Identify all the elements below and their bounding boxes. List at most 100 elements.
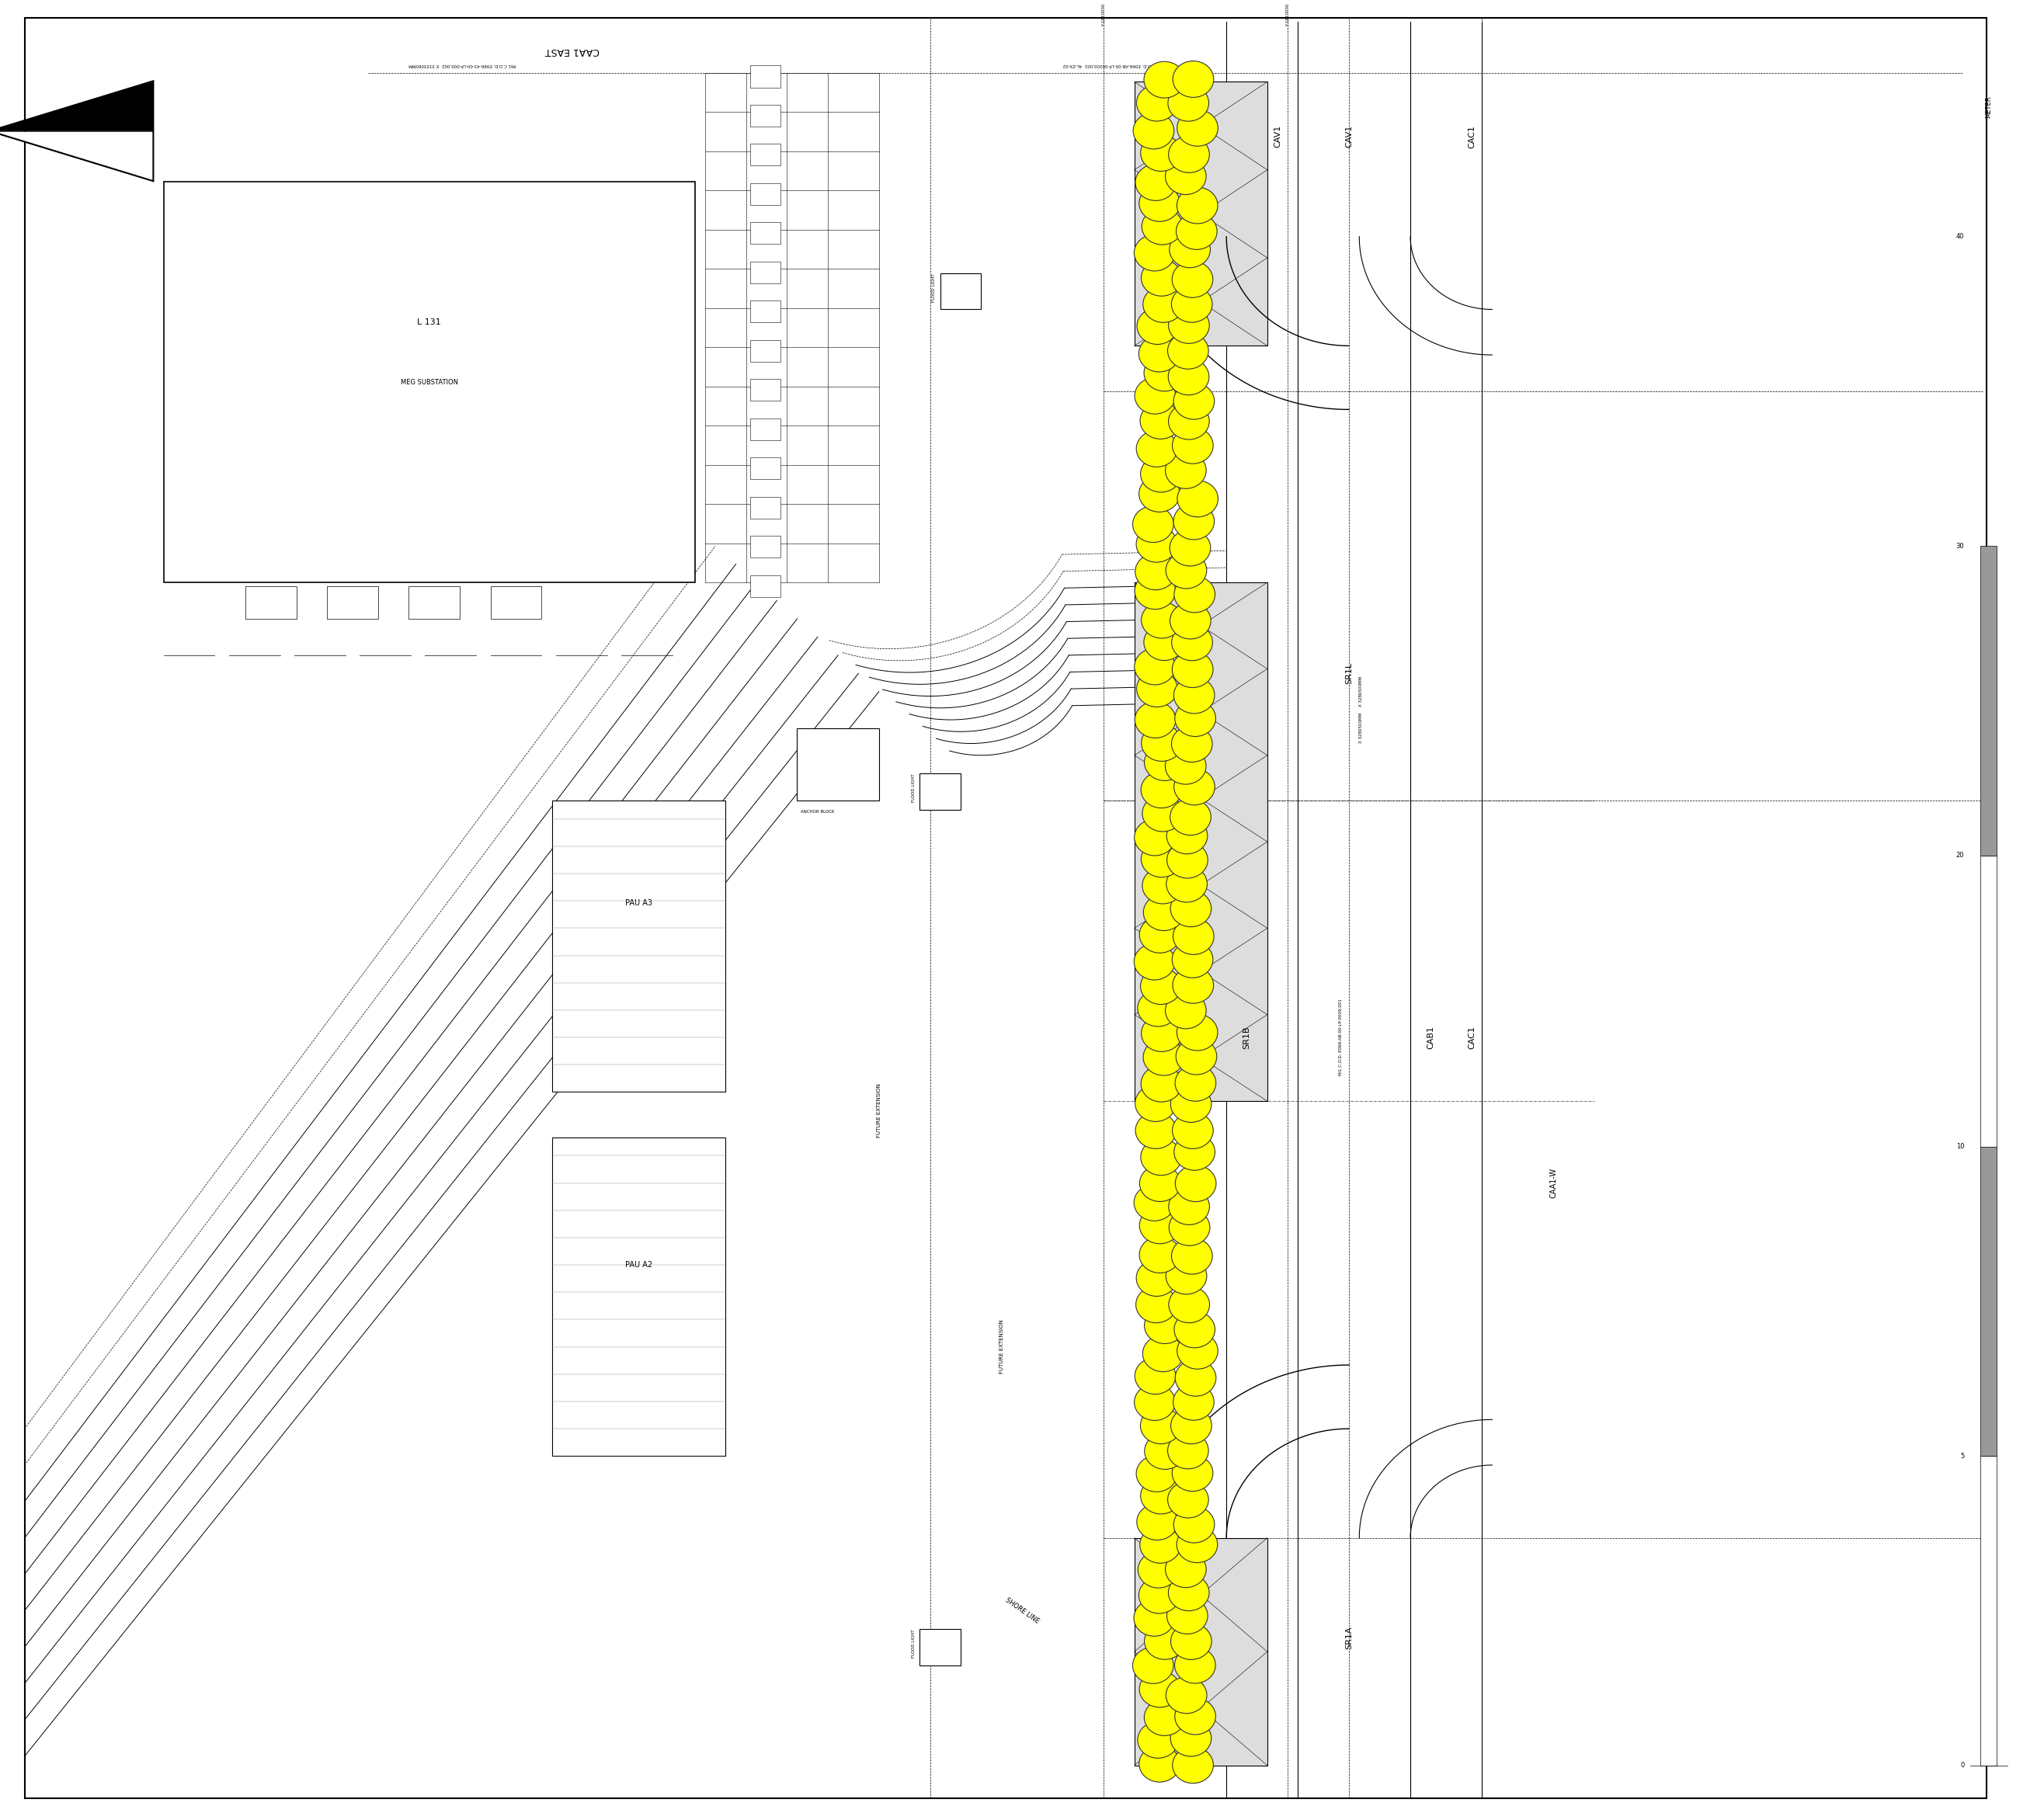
Text: CAA1-W: CAA1-W	[1549, 1168, 1558, 1198]
Text: Y 1810000: Y 1810000	[1286, 4, 1290, 27]
Circle shape	[1143, 1039, 1183, 1076]
Circle shape	[1145, 1432, 1186, 1469]
Circle shape	[1141, 260, 1181, 297]
Circle shape	[1177, 1014, 1218, 1050]
Text: CAC1: CAC1	[1468, 1026, 1476, 1048]
Circle shape	[1171, 890, 1212, 926]
Text: FUTURE EXTENSION: FUTURE EXTENSION	[877, 1083, 881, 1138]
Circle shape	[1167, 333, 1208, 369]
Circle shape	[1173, 677, 1214, 713]
Bar	[750, 66, 781, 87]
Circle shape	[1143, 207, 1183, 244]
Circle shape	[1134, 943, 1175, 979]
Circle shape	[1134, 819, 1175, 855]
Bar	[750, 144, 781, 166]
Circle shape	[1139, 1745, 1179, 1782]
Bar	[797, 728, 879, 801]
Circle shape	[1136, 526, 1177, 562]
Circle shape	[1141, 968, 1181, 1005]
Circle shape	[1175, 213, 1216, 249]
Circle shape	[1165, 1551, 1206, 1587]
Circle shape	[1145, 1307, 1186, 1343]
Circle shape	[1173, 1112, 1214, 1148]
Circle shape	[1136, 670, 1177, 706]
Circle shape	[1141, 1407, 1181, 1443]
Circle shape	[1143, 286, 1183, 322]
Circle shape	[1141, 1065, 1181, 1101]
Circle shape	[1169, 1208, 1210, 1245]
Circle shape	[1134, 573, 1175, 610]
Circle shape	[1141, 841, 1181, 877]
Circle shape	[1139, 1671, 1179, 1707]
Circle shape	[1141, 1527, 1181, 1563]
Circle shape	[1177, 1332, 1218, 1369]
Circle shape	[1134, 164, 1175, 200]
Circle shape	[1141, 772, 1181, 808]
Circle shape	[1139, 1722, 1179, 1758]
Bar	[327, 586, 378, 619]
Circle shape	[1173, 502, 1214, 539]
Circle shape	[1141, 1016, 1181, 1052]
Text: ANCHOR BLOCK: ANCHOR BLOCK	[801, 810, 834, 814]
Text: METER: METER	[1985, 96, 1993, 118]
Bar	[1134, 582, 1267, 1101]
Circle shape	[1173, 917, 1214, 954]
Bar	[491, 586, 542, 619]
Bar	[1981, 1456, 1997, 1765]
Text: SR1L: SR1L	[1345, 662, 1353, 684]
Circle shape	[1141, 724, 1181, 761]
Circle shape	[1139, 186, 1179, 222]
Circle shape	[1169, 799, 1210, 835]
Circle shape	[1169, 530, 1210, 566]
Text: SR1A: SR1A	[1345, 1627, 1353, 1649]
Bar	[750, 300, 781, 322]
Circle shape	[1134, 1600, 1175, 1636]
Circle shape	[1169, 1188, 1210, 1225]
Circle shape	[1139, 475, 1179, 511]
Text: CAC1: CAC1	[1468, 126, 1476, 147]
Circle shape	[1165, 748, 1206, 784]
Polygon shape	[0, 131, 153, 180]
Bar	[552, 801, 726, 1092]
Circle shape	[1165, 1676, 1206, 1713]
Circle shape	[1141, 1478, 1181, 1514]
Bar	[409, 586, 460, 619]
Bar	[245, 586, 296, 619]
Circle shape	[1169, 1574, 1210, 1611]
Circle shape	[1167, 86, 1208, 122]
Bar	[920, 774, 961, 810]
Text: 5: 5	[1960, 1452, 1964, 1460]
Circle shape	[1171, 1087, 1212, 1123]
Circle shape	[1134, 1358, 1175, 1394]
Circle shape	[1169, 402, 1210, 439]
Circle shape	[1167, 1432, 1208, 1469]
Circle shape	[1145, 744, 1186, 781]
Circle shape	[1175, 1698, 1216, 1734]
Circle shape	[1173, 1747, 1214, 1784]
Circle shape	[1136, 308, 1177, 344]
Circle shape	[1167, 1481, 1208, 1518]
Circle shape	[1169, 359, 1210, 395]
Circle shape	[1132, 113, 1173, 149]
Circle shape	[1134, 1383, 1175, 1420]
Circle shape	[1171, 1454, 1212, 1491]
Circle shape	[1173, 428, 1214, 464]
Text: 10: 10	[1956, 1143, 1964, 1150]
Circle shape	[1143, 894, 1183, 930]
Text: Y 1810000: Y 1810000	[1102, 4, 1106, 27]
Text: X 3286500MM: X 3286500MM	[1359, 677, 1363, 706]
Circle shape	[1171, 1238, 1212, 1274]
Circle shape	[1175, 1165, 1216, 1201]
Bar	[750, 262, 781, 284]
Circle shape	[1173, 768, 1214, 804]
Circle shape	[1173, 382, 1214, 419]
Circle shape	[1132, 506, 1173, 542]
Circle shape	[1134, 1085, 1175, 1121]
Text: M/L C.O.D. E066-AB-00-LP-0009,001: M/L C.O.D. E066-AB-00-LP-0009,001	[1339, 999, 1343, 1076]
Circle shape	[1134, 1112, 1175, 1148]
Bar	[750, 106, 781, 127]
Circle shape	[1175, 1065, 1216, 1101]
Text: FLOOD LIGHT: FLOOD LIGHT	[912, 1629, 916, 1658]
Circle shape	[1167, 817, 1208, 854]
Bar	[750, 419, 781, 440]
